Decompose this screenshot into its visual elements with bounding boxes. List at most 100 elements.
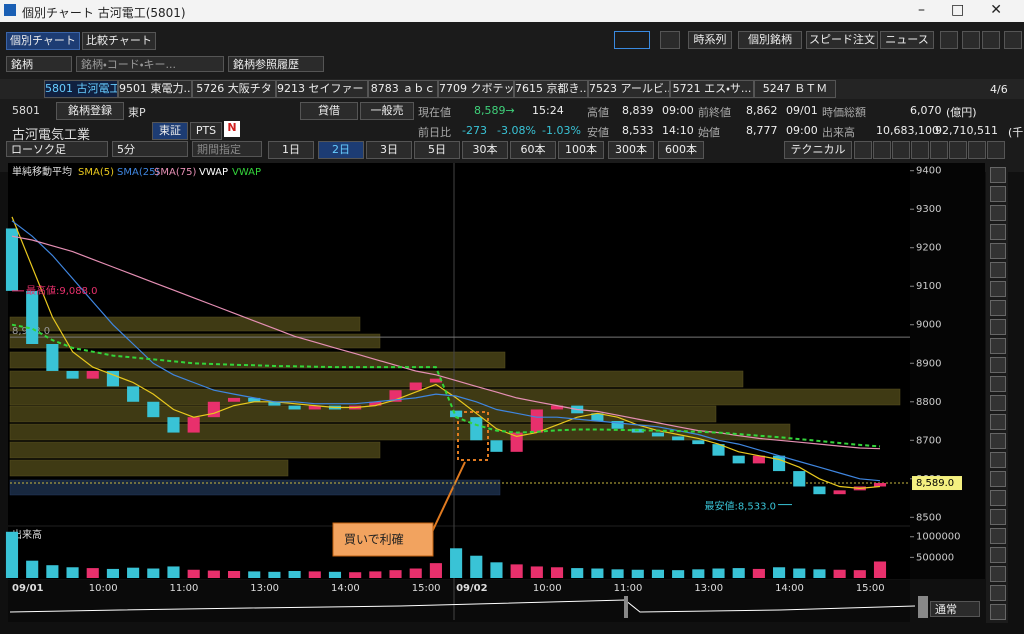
drawing-tool[interactable] (990, 471, 1006, 487)
volume-bar (530, 566, 543, 578)
drawing-tool[interactable] (990, 300, 1006, 316)
range-button[interactable]: 2日 (318, 141, 364, 159)
drawing-tool[interactable] (990, 167, 1006, 183)
mode-select[interactable]: 通常 (930, 601, 980, 617)
callout-text: 買いで利確 (344, 532, 404, 547)
tool-icon[interactable] (1004, 31, 1022, 49)
x-tick-label: 09/01 (12, 583, 44, 594)
drawing-tool[interactable] (990, 281, 1006, 297)
range-button[interactable]: 60本 (510, 141, 556, 159)
range-button[interactable]: 30本 (462, 141, 508, 159)
drawing-tool[interactable] (990, 490, 1006, 506)
stock-tab[interactable]: 7523 アールビ... (588, 80, 670, 98)
drawing-tool[interactable] (990, 205, 1006, 221)
history-select[interactable]: 銘柄参照履歴 (228, 56, 324, 72)
stock-tab[interactable]: 5247 ＢＴＭ (754, 80, 836, 98)
margin-button[interactable]: 貸借 (300, 102, 358, 120)
volume-bar (672, 570, 685, 578)
drawing-tool[interactable] (990, 566, 1006, 582)
range-button[interactable]: 300本 (608, 141, 654, 159)
chart-tool[interactable] (854, 141, 872, 159)
panel-tool[interactable] (966, 221, 980, 235)
navigator-handle[interactable] (918, 596, 928, 618)
quote-field: 09:00 (662, 104, 694, 117)
mode-select[interactable]: 銘柄 (6, 56, 72, 72)
candle (773, 455, 786, 472)
panel-tool[interactable] (966, 170, 980, 184)
drawing-tool[interactable] (990, 319, 1006, 335)
technical-button[interactable]: テクニカル (784, 141, 852, 159)
register-button[interactable]: 銘柄登録 (56, 102, 124, 120)
volume-close[interactable]: ✕ (966, 529, 984, 547)
chart-tool[interactable] (987, 141, 1005, 159)
y-tick-label: 9000 (916, 320, 941, 331)
chart-tool[interactable] (911, 141, 929, 159)
range-button[interactable]: 100本 (558, 141, 604, 159)
y-tick-label: 8800 (916, 397, 941, 408)
drawing-tool[interactable] (990, 547, 1006, 563)
drawing-tool[interactable] (990, 414, 1006, 430)
stock-tab[interactable]: 9501 東電力... (118, 80, 192, 98)
drawing-tool[interactable] (990, 433, 1006, 449)
quote-field: 8,862 (746, 104, 778, 117)
stock-tab[interactable]: 7709 クボテック (438, 80, 514, 98)
drawing-tool[interactable] (990, 357, 1006, 373)
range-button[interactable]: 600本 (658, 141, 704, 159)
drawing-tool[interactable] (990, 528, 1006, 544)
tool-icon[interactable] (940, 31, 958, 49)
search-input[interactable]: 銘柄・コード・キー... (76, 56, 224, 72)
chart-tool[interactable] (968, 141, 986, 159)
navigator-handle[interactable] (624, 596, 628, 618)
quote-field: 15:24 (532, 104, 564, 117)
window-controls[interactable]: –□✕ (918, 2, 1024, 18)
stock-tab[interactable]: 9213 セイファート (276, 80, 368, 98)
interval-select[interactable]: 5分 (112, 141, 188, 157)
panel-tool[interactable] (966, 187, 980, 201)
toolbar-button[interactable]: 時系列 (688, 31, 732, 49)
stock-tab[interactable]: 5801 古河電工 (44, 80, 118, 98)
drawing-tool[interactable] (990, 509, 1006, 525)
drawing-tool[interactable] (990, 186, 1006, 202)
drawing-tool[interactable] (990, 585, 1006, 601)
drawing-tool[interactable] (990, 224, 1006, 240)
drawing-tool[interactable] (990, 262, 1006, 278)
chart-tool[interactable] (930, 141, 948, 159)
layout-icon[interactable] (614, 31, 650, 49)
chart-tool[interactable] (949, 141, 967, 159)
drawing-tool[interactable] (990, 338, 1006, 354)
candle (227, 397, 241, 402)
period-select[interactable]: 期間指定 (192, 141, 262, 157)
quote-field: -3.08% (497, 124, 536, 137)
drawing-tool[interactable] (990, 452, 1006, 468)
drawing-tool[interactable] (990, 395, 1006, 411)
chart-tool[interactable] (873, 141, 891, 159)
chart-type-select[interactable]: ローソク足 (6, 141, 108, 157)
tab[interactable]: 比較チャート (82, 32, 156, 50)
tab[interactable]: 個別チャート (6, 32, 80, 50)
tool-icon[interactable] (982, 31, 1000, 49)
stock-tab[interactable]: 5726 大阪チタ (192, 80, 276, 98)
volume-bar (550, 567, 564, 578)
stock-tab[interactable]: 5721 エス・サ... (670, 80, 754, 98)
toolbar-button[interactable]: 個別銘柄 (738, 31, 802, 49)
range-button[interactable]: 3日 (366, 141, 412, 159)
drawing-tool[interactable] (990, 604, 1006, 620)
tool-icon[interactable] (962, 31, 980, 49)
chart-tool[interactable] (892, 141, 910, 159)
x-axis-bg (8, 580, 910, 622)
stock-tab[interactable]: 7615 京都き... (514, 80, 588, 98)
range-button[interactable]: 5日 (414, 141, 460, 159)
range-button[interactable]: 1日 (268, 141, 314, 159)
drawing-tool[interactable] (990, 243, 1006, 259)
drawing-tool[interactable] (990, 376, 1006, 392)
toolbar-button[interactable]: ニュース (880, 31, 934, 49)
expand-icon[interactable] (660, 31, 680, 49)
plot-bg (8, 163, 910, 525)
short-button[interactable]: 一般売 (360, 102, 414, 120)
pts-button[interactable]: PTS (190, 122, 222, 140)
stock-tab[interactable]: 8783 ａｂｃ (368, 80, 438, 98)
exchange-button[interactable]: 東証 (152, 122, 188, 140)
volume-bar (227, 570, 241, 578)
panel-tool[interactable] (966, 204, 980, 218)
toolbar-button[interactable]: スピード注文 (806, 31, 878, 49)
